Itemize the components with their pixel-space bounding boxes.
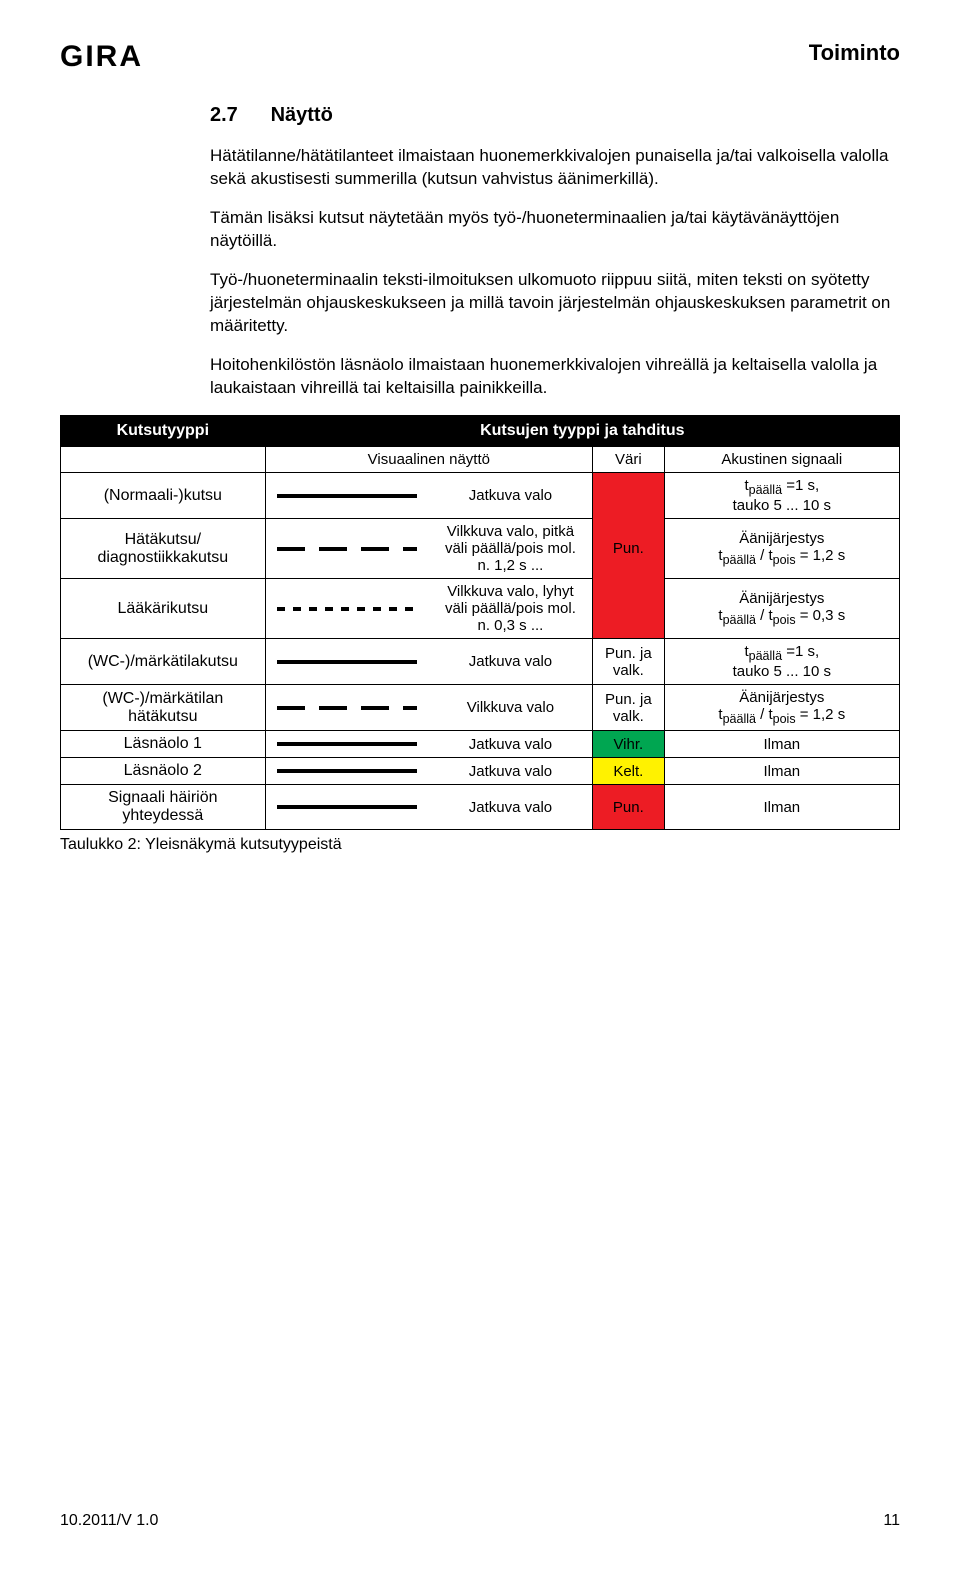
- pattern-solid: [265, 473, 429, 519]
- cell-acoustic: Ilman: [664, 731, 899, 758]
- page-header: GIRA Toiminto: [60, 40, 900, 74]
- cell-empty: [61, 447, 266, 473]
- cell-name: Lääkärikutsu: [61, 579, 266, 639]
- cell-desc: Jatkuva valo: [429, 731, 593, 758]
- paragraph-3: Työ-/huoneterminaalin teksti-ilmoituksen…: [210, 269, 900, 338]
- cell-desc: Vilkkuva valo: [429, 685, 593, 731]
- table-header-row: Kutsutyyppi Kutsujen tyyppi ja tahditus: [61, 416, 900, 447]
- cell-name: Signaali häiriön yhteydessä: [61, 785, 266, 830]
- cell-color: Pun.: [593, 519, 665, 579]
- cell-desc: Vilkkuva valo, pitkä väli päällä/pois mo…: [429, 519, 593, 579]
- paragraph-4: Hoitohenkilöstön läsnäolo ilmaistaan huo…: [210, 354, 900, 400]
- cell-desc: Jatkuva valo: [429, 785, 593, 830]
- page-footer: 10.2011/V 1.0 11: [60, 1512, 900, 1530]
- cell-name: (WC-)/märkätilakutsu: [61, 639, 266, 685]
- th-acoustic: Akustinen signaali: [664, 447, 899, 473]
- cell-name: (WC-)/märkätilan hätäkutsu: [61, 685, 266, 731]
- paragraph-2: Tämän lisäksi kutsut näytetään myös työ-…: [210, 207, 900, 253]
- cell-color: Pun. ja valk.: [593, 639, 665, 685]
- th-color: Väri: [593, 447, 665, 473]
- cell-color: Pun. ja valk.: [593, 685, 665, 731]
- cell-color: Kelt.: [593, 758, 665, 785]
- paragraph-1: Hätätilanne/hätätilanteet ilmaistaan huo…: [210, 145, 900, 191]
- th-kutsutyyppi: Kutsutyyppi: [61, 416, 266, 447]
- cell-name: (Normaali-)kutsu: [61, 473, 266, 519]
- cell-acoustic: Ilman: [664, 758, 899, 785]
- cell-desc: Jatkuva valo: [429, 758, 593, 785]
- table-caption: Taulukko 2: Yleisnäkymä kutsutyypeistä: [60, 836, 900, 854]
- table-subheader-row: Visuaalinen näyttö Väri Akustinen signaa…: [61, 447, 900, 473]
- cell-desc: Jatkuva valo: [429, 473, 593, 519]
- pattern-long-dash: [265, 685, 429, 731]
- table-row: Lääkärikutsu Vilkkuva valo, lyhyt väli p…: [61, 579, 900, 639]
- th-kutsujen: Kutsujen tyyppi ja tahditus: [265, 416, 899, 447]
- cell-desc: Vilkkuva valo, lyhyt väli päällä/pois mo…: [429, 579, 593, 639]
- cell-color: Vihr.: [593, 731, 665, 758]
- call-types-table: Kutsutyyppi Kutsujen tyyppi ja tahditus …: [60, 415, 900, 830]
- cell-color: Pun.: [593, 785, 665, 830]
- th-visual: Visuaalinen näyttö: [265, 447, 592, 473]
- cell-name: Läsnäolo 2: [61, 758, 266, 785]
- cell-acoustic: Äänijärjestystpäällä / tpois = 0,3 s: [664, 579, 899, 639]
- pattern-short-dash: [265, 579, 429, 639]
- cell-acoustic: tpäällä =1 s,tauko 5 ... 10 s: [664, 473, 899, 519]
- pattern-solid: [265, 758, 429, 785]
- cell-color: [593, 579, 665, 639]
- cell-acoustic: Äänijärjestystpäällä / tpois = 1,2 s: [664, 685, 899, 731]
- section-heading: 2.7 Näyttö: [210, 104, 900, 127]
- heading-number: 2.7: [210, 104, 265, 127]
- cell-acoustic: Äänijärjestystpäällä / tpois = 1,2 s: [664, 519, 899, 579]
- table-row: Läsnäolo 1 Jatkuva valo Vihr. Ilman: [61, 731, 900, 758]
- pattern-solid: [265, 731, 429, 758]
- cell-name: Läsnäolo 1: [61, 731, 266, 758]
- table-row: Signaali häiriön yhteydessä Jatkuva valo…: [61, 785, 900, 830]
- table-row: (WC-)/märkätilan hätäkutsu Vilkkuva valo…: [61, 685, 900, 731]
- pattern-long-dash: [265, 519, 429, 579]
- logo: GIRA: [60, 40, 143, 74]
- cell-acoustic: Ilman: [664, 785, 899, 830]
- table-row: (WC-)/märkätilakutsu Jatkuva valo Pun. j…: [61, 639, 900, 685]
- table-row: (Normaali-)kutsu Jatkuva valo tpäällä =1…: [61, 473, 900, 519]
- cell-desc: Jatkuva valo: [429, 639, 593, 685]
- table-row: Läsnäolo 2 Jatkuva valo Kelt. Ilman: [61, 758, 900, 785]
- page-number: 11: [883, 1512, 900, 1530]
- section-label: Toiminto: [809, 40, 900, 74]
- heading-title: Näyttö: [271, 104, 333, 126]
- footer-version: 10.2011/V 1.0: [60, 1512, 158, 1530]
- table-row: Hätäkutsu/ diagnostiikkakutsu Vilkkuva v…: [61, 519, 900, 579]
- pattern-solid: [265, 639, 429, 685]
- cell-acoustic: tpäällä =1 s,tauko 5 ... 10 s: [664, 639, 899, 685]
- cell-name: Hätäkutsu/ diagnostiikkakutsu: [61, 519, 266, 579]
- cell-color: [593, 473, 665, 519]
- pattern-solid: [265, 785, 429, 830]
